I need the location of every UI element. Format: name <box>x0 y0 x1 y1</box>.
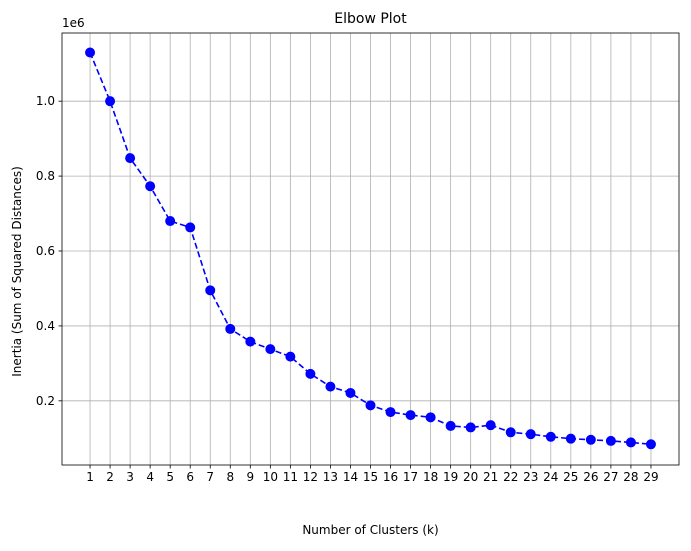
y-tick-label: 1.0 <box>36 94 55 108</box>
x-tick-label: 16 <box>383 470 398 484</box>
data-point <box>125 153 136 164</box>
data-point <box>545 431 556 442</box>
x-tick-label: 10 <box>263 470 278 484</box>
data-point <box>625 437 636 448</box>
x-tick-label: 23 <box>523 470 538 484</box>
x-tick-label: 22 <box>503 470 518 484</box>
data-point <box>245 336 256 347</box>
x-tick-label: 14 <box>343 470 358 484</box>
data-point <box>325 381 336 392</box>
x-tick-label: 8 <box>226 470 234 484</box>
data-point <box>345 387 356 398</box>
series-layer <box>85 47 656 450</box>
data-point <box>485 420 496 431</box>
x-tick-label: 7 <box>206 470 214 484</box>
x-tick-label: 21 <box>483 470 498 484</box>
tick-layer: 1 2 3 4 5 6 7 8 9 10 11 12 13 14 15 16 17 18 19 20 21 22 23 24 2… <box>36 94 659 484</box>
data-point <box>445 420 456 431</box>
x-tick-label: 1 <box>86 470 94 484</box>
data-point <box>425 412 436 423</box>
x-tick-label: 5 <box>166 470 174 484</box>
x-tick-label: 13 <box>323 470 338 484</box>
data-point <box>605 435 616 446</box>
data-point <box>645 439 656 450</box>
data-point <box>365 400 376 411</box>
y-tick-label: 0.8 <box>36 169 55 183</box>
x-tick-label: 2 <box>106 470 114 484</box>
x-tick-label: 3 <box>126 470 134 484</box>
x-tick-label: 28 <box>623 470 638 484</box>
data-point <box>565 433 576 444</box>
x-tick-label: 4 <box>146 470 154 484</box>
x-tick-label: 17 <box>403 470 418 484</box>
x-tick-label: 11 <box>283 470 298 484</box>
data-point <box>505 427 516 438</box>
x-tick-label: 18 <box>423 470 438 484</box>
y-tick-label: 0.6 <box>36 244 55 258</box>
data-point <box>385 407 396 418</box>
x-tick-label: 12 <box>303 470 318 484</box>
x-tick-label: 25 <box>563 470 578 484</box>
data-point <box>165 216 176 227</box>
data-point <box>205 285 216 296</box>
x-axis-label: Number of Clusters (k) <box>302 523 438 537</box>
y-axis-label: Inertia (Sum of Squared Distances) <box>10 166 24 377</box>
y-tick-label: 0.4 <box>36 319 55 333</box>
data-point <box>185 222 196 233</box>
x-tick-label: 20 <box>463 470 478 484</box>
data-point <box>285 351 296 362</box>
data-point <box>105 96 116 107</box>
x-tick-label: 19 <box>443 470 458 484</box>
x-tick-label: 6 <box>186 470 194 484</box>
x-tick-label: 24 <box>543 470 558 484</box>
x-tick-label: 26 <box>583 470 598 484</box>
chart-title: Elbow Plot <box>334 11 407 27</box>
grid-layer <box>62 33 679 465</box>
data-point <box>145 181 156 192</box>
data-point <box>405 410 416 421</box>
y-tick-label: 0.2 <box>36 394 55 408</box>
x-tick-label: 15 <box>363 470 378 484</box>
data-point <box>225 323 236 334</box>
x-tick-label: 29 <box>643 470 658 484</box>
data-point <box>525 429 536 440</box>
data-point <box>305 368 316 379</box>
data-point <box>85 47 96 58</box>
x-tick-label: 9 <box>246 470 254 484</box>
data-point <box>265 344 276 355</box>
x-tick-label: 27 <box>603 470 618 484</box>
data-point <box>465 422 476 433</box>
data-point <box>585 434 596 445</box>
y-scale-offset-label: 1e6 <box>62 16 85 30</box>
